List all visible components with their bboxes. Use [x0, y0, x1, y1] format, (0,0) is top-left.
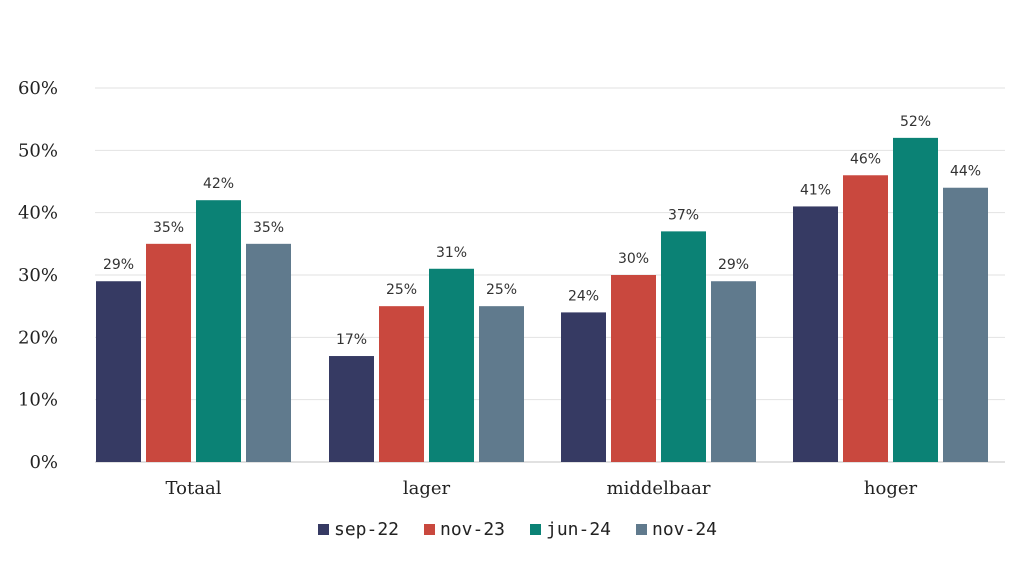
data-label: 31% — [436, 245, 467, 261]
category-label: middelbaar — [607, 478, 711, 499]
legend-swatch — [424, 524, 435, 535]
bar-jun-24-lager — [429, 268, 474, 462]
bar-nov-24-totaal — [246, 243, 291, 462]
bar-sep-22-middelbaar — [561, 312, 606, 462]
legend-item-sep-22: sep-22 — [318, 519, 399, 540]
category-label: hoger — [864, 478, 918, 499]
bar-sep-22-totaal — [96, 281, 141, 462]
data-label: 29% — [103, 257, 134, 273]
data-label: 25% — [486, 282, 517, 298]
data-label: 41% — [800, 182, 831, 198]
y-tick-label: 30% — [18, 265, 58, 286]
data-label: 42% — [203, 176, 234, 192]
bar-nov-24-hoger — [943, 187, 988, 462]
category-label: lager — [403, 478, 451, 499]
y-tick-label: 20% — [18, 327, 58, 348]
bar-sep-22-lager — [329, 356, 374, 462]
legend-item-jun-24: jun-24 — [530, 519, 611, 540]
legend-label: jun-24 — [546, 519, 611, 540]
legend-item-nov-23: nov-23 — [424, 519, 505, 540]
data-labels: 29% 17% 24% 41% 35% 25% 30% 46% 42% 31% 37% 52% 35% 2… — [103, 114, 981, 348]
legend-label: sep-22 — [334, 519, 399, 540]
x-axis-category-labels: Totaal lager middelbaar hoger — [166, 478, 918, 499]
data-label: 30% — [618, 251, 649, 267]
legend-item-nov-24: nov-24 — [636, 519, 717, 540]
legend-label: nov-23 — [440, 519, 505, 540]
y-axis-tick-labels: 0% 10% 20% 30% 40% 50% 60% — [18, 78, 58, 473]
category-label: Totaal — [166, 478, 222, 499]
legend-swatch — [318, 524, 329, 535]
bar-nov-23-hoger — [843, 175, 888, 462]
legend-swatch — [530, 524, 541, 535]
bar-jun-24-hoger — [893, 137, 938, 462]
legend-label: nov-24 — [652, 519, 717, 540]
bar-jun-24-middelbaar — [661, 231, 706, 462]
data-label: 24% — [568, 288, 599, 304]
bar-nov-23-totaal — [146, 243, 191, 462]
data-label: 52% — [900, 114, 931, 130]
data-label: 17% — [336, 332, 367, 348]
bars — [96, 137, 988, 462]
y-tick-label: 60% — [18, 78, 58, 99]
data-label: 46% — [850, 151, 881, 167]
bar-sep-22-hoger — [793, 206, 838, 462]
bar-nov-23-lager — [379, 306, 424, 462]
data-label: 37% — [668, 207, 699, 223]
data-label: 25% — [386, 282, 417, 298]
data-label: 29% — [718, 257, 749, 273]
bar-jun-24-totaal — [196, 200, 241, 462]
y-tick-label: 40% — [18, 203, 58, 224]
data-label: 35% — [253, 220, 284, 236]
data-label: 44% — [950, 164, 981, 180]
y-tick-label: 50% — [18, 140, 58, 161]
legend-swatch — [636, 524, 647, 535]
y-tick-label: 10% — [18, 390, 58, 411]
bar-nov-23-middelbaar — [611, 275, 656, 462]
y-tick-label: 0% — [29, 452, 58, 473]
data-label: 35% — [153, 220, 184, 236]
legend: sep-22 nov-23 jun-24 nov-24 — [318, 519, 717, 540]
bar-nov-24-middelbaar — [711, 281, 756, 462]
bar-nov-24-lager — [479, 306, 524, 462]
